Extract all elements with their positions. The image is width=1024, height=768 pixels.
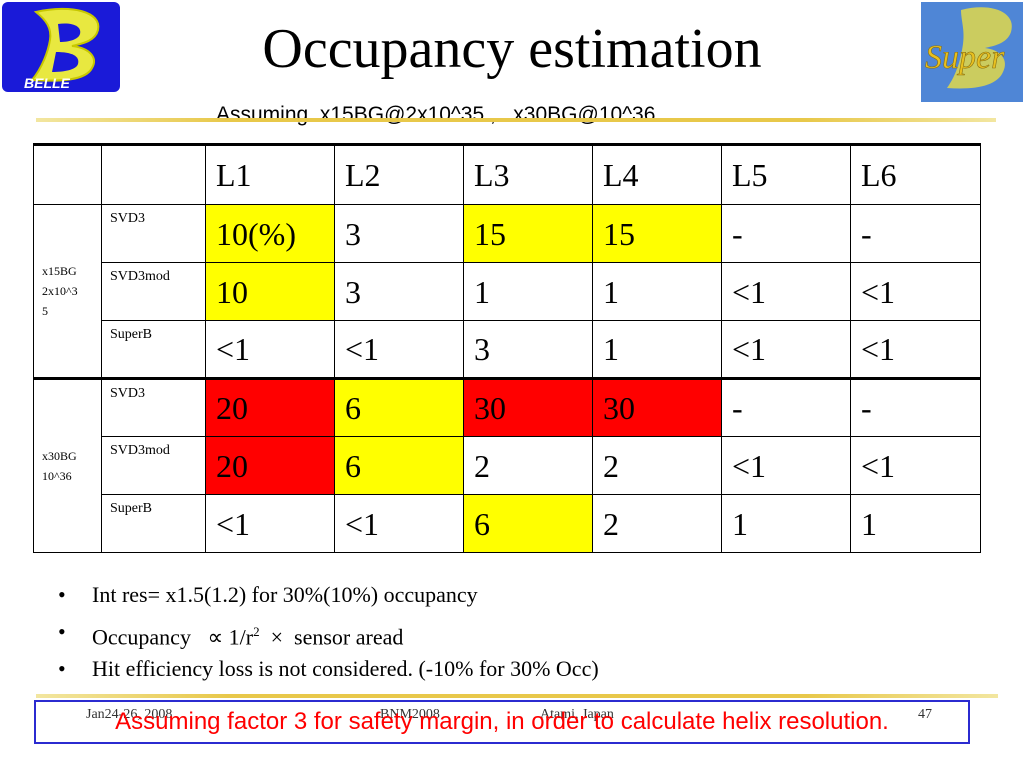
value-cell: 15 [463,204,593,263]
detector-label: SVD3mod [101,262,206,321]
condition-line: 2x10^3 [42,284,78,298]
value-cell: 1 [850,494,981,553]
value-cell: 30 [463,377,593,437]
condition-line: x15BG [42,264,77,278]
condition-line: x30BG [42,449,77,463]
safety-margin-note: Assuming factor 3 for safety margin, in … [34,700,970,744]
value-cell: - [850,204,981,263]
value-cell: 1 [592,262,722,321]
value-cell: <1 [721,320,851,379]
value-cell: <1 [850,436,981,495]
header-l2: L2 [334,143,464,205]
table-row: SuperB <1 <1 6 2 1 1 [34,494,981,553]
table-body: x15BG 2x10^3 5 SVD3 10(%) 3 15 15- - SVD3mod 10 3 1 1… [33,204,981,553]
value-cell: <1 [334,494,464,553]
super-logo: Super [921,2,1023,102]
bullet-item: Int res= x1.5(1.2) for 30%(10%) occupanc… [58,576,599,613]
value-cell: 2 [463,436,593,495]
condition-line: 10^36 [42,469,72,483]
value-cell: <1 [205,320,335,379]
detector-label: SVD3 [101,377,206,437]
value-cell: <1 [721,262,851,321]
value-cell: - [721,377,851,437]
bullet-text: Occupancy ∝ 1/r [92,624,254,650]
value-cell: <1 [205,494,335,553]
header-l1: L1 [205,143,335,205]
occupancy-table: L1 L2 L3 L4 L5 L6 x15BG 2x10^3 5 SVD3 10(%) 3… [33,143,981,553]
bullet-superscript: 2 [253,624,260,639]
bullet-list: Int res= x1.5(1.2) for 30%(10%) occupanc… [58,576,599,687]
header-row: L1 L2 L3 L4 L5 L6 [33,143,981,205]
value-cell: - [721,204,851,263]
detector-label: SVD3mod [101,436,206,495]
value-cell: 15 [592,204,722,263]
bottom-divider [36,694,998,698]
value-cell: <1 [334,320,464,379]
detector-label: SVD3 [101,204,206,263]
footer-place: Atami, Japan [540,707,614,722]
empty-corner-cell [101,143,206,205]
belle-logo: BELLE [2,2,120,92]
value-cell: - [850,377,981,437]
bullet-item: Occupancy ∝ 1/r2 × sensor aread [58,613,599,650]
header-l6: L6 [850,143,981,205]
value-cell: 20 [205,377,335,437]
value-cell: 2 [592,436,722,495]
table-row: SVD3mod 10 3 1 1 <1 <1 [34,262,981,321]
table-row: x30BG 10^36 SVD3 20 6 30 30- - [33,377,981,553]
value-cell: 10(%) [205,204,335,263]
table-row: SuperB <1 <1 3 1 <1 <1 [34,320,981,379]
detector-label: SuperB [101,320,206,379]
value-cell: 3 [334,204,464,263]
value-cell: 6 [334,377,464,437]
footer-date: Jan24-26, 2008 [86,707,173,722]
header-l4: L4 [592,143,722,205]
belle-logo-text: BELLE [24,75,71,91]
value-cell: 30 [592,377,722,437]
value-cell: <1 [850,262,981,321]
value-cell: 10 [205,262,335,321]
value-cell: 3 [463,320,593,379]
slide-title: Occupancy estimation [262,18,762,80]
super-logo-text: Super [925,39,1005,76]
table-row: x15BG 2x10^3 5 SVD3 10(%) 3 15 15- - [33,204,981,379]
value-cell: 3 [334,262,464,321]
value-cell: 20 [205,436,335,495]
empty-corner-cell [33,143,102,205]
detector-label: SuperB [101,494,206,553]
value-cell: 6 [334,436,464,495]
header-l3: L3 [463,143,593,205]
value-cell: <1 [850,320,981,379]
condition-cell: x30BG 10^36 [33,377,102,553]
table-row: SVD3mod 20 6 2 2 <1 <1 [34,436,981,495]
footer-event: BNM2008 [380,707,440,722]
header-l5: L5 [721,143,851,205]
value-cell: 1 [721,494,851,553]
condition-line: 5 [42,304,48,318]
footer-page-number: 47 [918,707,932,722]
value-cell: <1 [721,436,851,495]
value-cell: 1 [463,262,593,321]
value-cell: 1 [592,320,722,379]
value-cell: 2 [592,494,722,553]
condition-cell: x15BG 2x10^3 5 [33,204,102,379]
value-cell: 6 [463,494,593,553]
bullet-text: × sensor aread [259,624,404,650]
top-divider [36,118,996,122]
bullet-item: Hit efficiency loss is not considered. (… [58,650,599,687]
slide-subtitle: Assuming x15BG@2x10^35 , x30BG@10^36 [216,103,656,126]
